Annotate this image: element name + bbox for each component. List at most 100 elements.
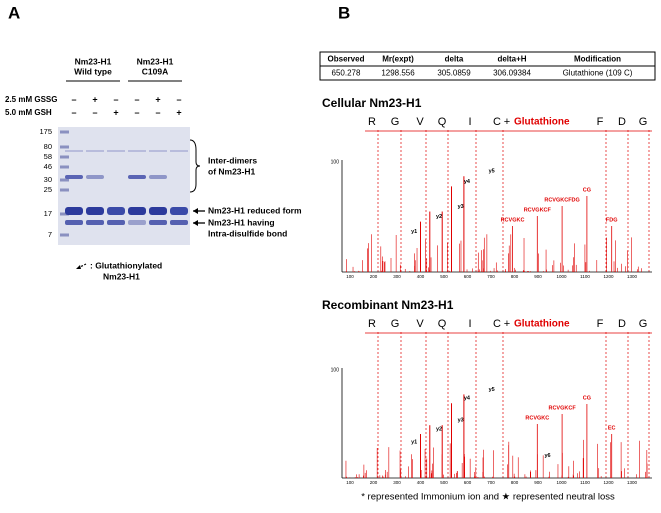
band-reduced [86, 207, 104, 215]
marker-band [60, 155, 69, 159]
group-label: Wild type [74, 66, 112, 76]
band-reduced [170, 207, 188, 215]
marker-band [60, 178, 69, 182]
treatment-sign: – [134, 94, 139, 104]
sequence-residue: G [391, 116, 400, 128]
table-header: delta [445, 55, 464, 64]
x-tick-label: 100 [346, 274, 354, 279]
sequence-residue: F [597, 116, 604, 128]
ion-label: EC [608, 425, 616, 431]
panel-label: B [338, 3, 350, 22]
sequence-residue: V [416, 318, 424, 330]
treatment-sign: – [113, 94, 118, 104]
band-faint [86, 150, 104, 152]
band-reduced [128, 207, 146, 215]
ion-label: y6 [544, 453, 550, 459]
x-tick-label: 1300 [627, 274, 638, 279]
table-cell: 650.278 [332, 69, 361, 78]
band-intra [149, 220, 167, 225]
band-dimer [128, 175, 146, 179]
ion-label: y3 [458, 204, 464, 210]
ion-label: y4 [464, 396, 471, 402]
table-header: Observed [328, 55, 365, 64]
band-dimer [86, 175, 104, 179]
x-tick-label: 300 [393, 480, 401, 485]
marker-band [60, 165, 69, 169]
table-cell: 305.0859 [437, 69, 471, 78]
ion-label: y3 [458, 418, 464, 424]
x-tick-label: 900 [534, 480, 542, 485]
x-tick-label: 1200 [603, 480, 614, 485]
table-header: Modification [574, 55, 621, 64]
x-tick-label: 400 [417, 480, 425, 485]
band-faint [107, 150, 125, 152]
marker-label: 30 [44, 175, 52, 184]
annotation: Nm23-H1 reduced form [208, 205, 302, 215]
band-reduced [65, 207, 83, 215]
band-intra [170, 220, 188, 225]
treatment-sign: – [71, 94, 76, 104]
x-tick-label: 500 [440, 480, 448, 485]
marker-band [60, 188, 69, 192]
ion-label: RCVGKC [525, 415, 549, 421]
treatment-sign: – [71, 107, 76, 117]
annotation: Nm23-H1 having [208, 217, 275, 227]
marker-label: 46 [44, 162, 52, 171]
table-cell: 306.09384 [493, 69, 531, 78]
x-tick-label: 1000 [556, 480, 567, 485]
annotation: Inter-dimers [208, 155, 257, 165]
annotation: of Nm23-H1 [208, 166, 256, 176]
y-axis-label: 100 [331, 367, 340, 373]
ion-label: RCVGKCFDG [544, 197, 579, 203]
x-tick-label: 600 [464, 274, 472, 279]
table-cell: Glutathione (109 C) [563, 69, 633, 78]
x-tick-label: 200 [370, 480, 378, 485]
arrow-head [193, 208, 198, 214]
treatment-sign: – [134, 107, 139, 117]
marker-label: 80 [44, 142, 52, 151]
legend-arrow-head [76, 265, 81, 269]
band-faint [149, 150, 167, 152]
sequence-residue: C [493, 318, 501, 330]
sequence-residue: + [504, 116, 510, 128]
sequence-residue: R [368, 116, 376, 128]
x-tick-label: 500 [440, 274, 448, 279]
sequence-residue: Glutathione [514, 319, 570, 330]
spectrum-title: Cellular Nm23-H1 [322, 96, 422, 110]
band-faint [170, 150, 188, 152]
band-faint [65, 150, 83, 152]
treatment-sign: – [155, 107, 160, 117]
table-header: delta+H [497, 55, 526, 64]
treatment-sign: + [155, 94, 160, 104]
band-intra [128, 220, 146, 225]
treatment-label: 2.5 mM GSSG [5, 95, 57, 104]
sequence-residue: C [493, 116, 501, 128]
sequence-residue: I [468, 116, 471, 128]
treatment-sign: + [113, 107, 118, 117]
band-reduced [149, 207, 167, 215]
marker-label: 17 [44, 209, 52, 218]
sequence-residue: Q [438, 116, 447, 128]
band-intra [65, 220, 83, 225]
band-dimer [65, 175, 83, 179]
ion-label: y2 [436, 426, 442, 432]
ion-label: RCVGKC [501, 217, 525, 223]
x-tick-label: 200 [370, 274, 378, 279]
band-reduced [107, 207, 125, 215]
marker-label: 58 [44, 152, 52, 161]
arrow-head [193, 220, 198, 226]
x-tick-label: 800 [511, 274, 519, 279]
ion-label: y5 [489, 169, 495, 175]
marker-band [60, 233, 69, 237]
spectrum-title: Recombinant Nm23-H1 [322, 298, 454, 312]
x-tick-label: 700 [487, 274, 495, 279]
brace [189, 139, 201, 193]
x-tick-label: 1200 [603, 274, 614, 279]
ion-label: y5 [489, 387, 495, 393]
ion-label: CG [583, 187, 591, 193]
group-label: C109A [142, 66, 168, 76]
ion-label: RCVGKCF [524, 207, 552, 213]
sequence-residue: R [368, 318, 376, 330]
table-cell: 1298.556 [381, 69, 415, 78]
